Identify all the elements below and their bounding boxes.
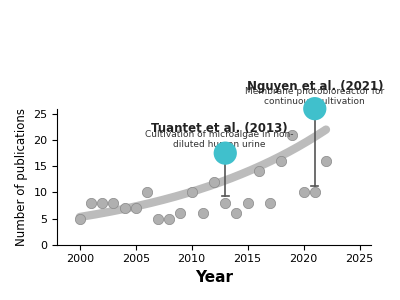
Point <box>323 159 329 164</box>
Point <box>256 169 262 174</box>
Point <box>312 106 318 111</box>
Point <box>222 151 228 155</box>
Point <box>300 190 307 195</box>
Point <box>278 159 284 164</box>
Text: Cultivation of microalgae in non-
diluted human urine: Cultivation of microalgae in non- dilute… <box>146 130 294 149</box>
Point <box>177 211 184 216</box>
Point <box>121 206 128 211</box>
Text: Membrane photobioreactor for
continuous cultivation: Membrane photobioreactor for continuous … <box>245 87 384 106</box>
Point <box>244 200 251 205</box>
Y-axis label: Number of publications: Number of publications <box>15 108 28 246</box>
Text: Nguyen et al. (2021): Nguyen et al. (2021) <box>246 80 383 93</box>
Point <box>110 200 116 205</box>
Point <box>267 200 273 205</box>
Point <box>144 190 150 195</box>
Point <box>166 216 172 221</box>
Point <box>222 200 228 205</box>
Point <box>312 190 318 195</box>
Point <box>233 211 240 216</box>
Point <box>76 216 83 221</box>
Text: Tuantet et al. (2013): Tuantet et al. (2013) <box>151 122 288 135</box>
Point <box>211 179 217 184</box>
Point <box>132 206 139 211</box>
Point <box>155 216 161 221</box>
Point <box>200 211 206 216</box>
Point <box>88 200 94 205</box>
Point <box>99 200 105 205</box>
Point <box>289 132 296 137</box>
X-axis label: Year: Year <box>195 270 233 285</box>
Point <box>188 190 195 195</box>
